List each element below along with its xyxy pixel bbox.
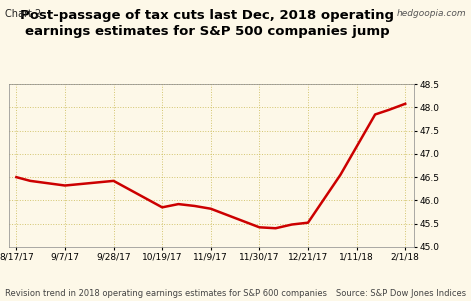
Text: Revision trend in 2018 operating earnings estimates for S&P 600 companies: Revision trend in 2018 operating earning… <box>5 289 327 298</box>
Text: Post-passage of tax cuts last Dec, 2018 operating
earnings estimates for S&P 500: Post-passage of tax cuts last Dec, 2018 … <box>20 9 394 38</box>
Text: Source: S&P Dow Jones Indices: Source: S&P Dow Jones Indices <box>336 289 466 298</box>
Text: Chart 2: Chart 2 <box>5 9 41 19</box>
Text: hedgoopia.com: hedgoopia.com <box>397 9 466 18</box>
